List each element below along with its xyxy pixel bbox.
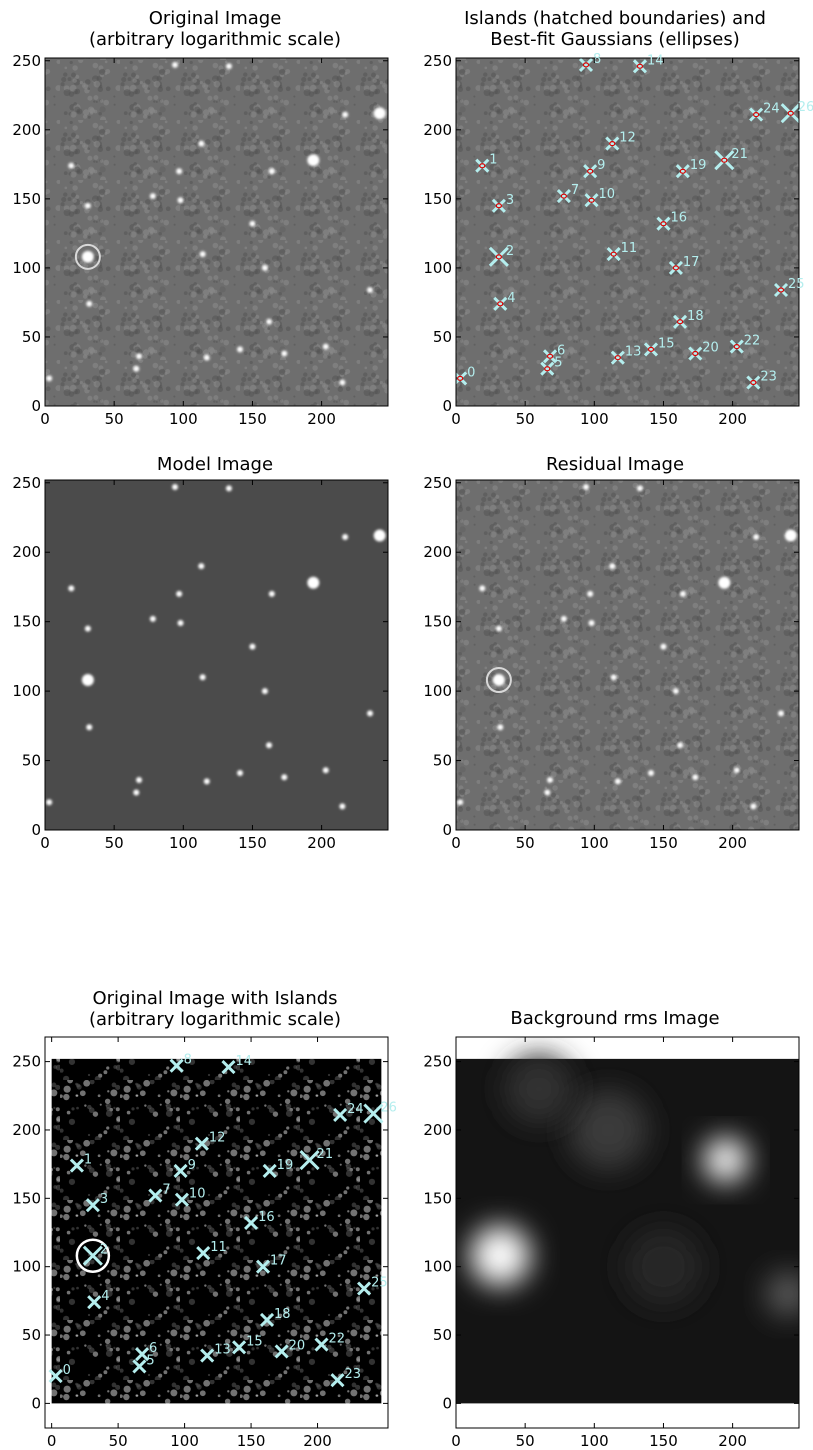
y-tick-label: 100 (12, 682, 41, 700)
chart-title: Model Image (156, 454, 274, 475)
y-tick-label: 250 (12, 52, 41, 70)
panel-islands-dark: Original Image with Islands (arbitrary l… (30, 986, 400, 1436)
y-tick-label: 150 (12, 613, 41, 631)
y-tick-label: 250 (12, 474, 41, 492)
y-tick-label: 150 (12, 190, 41, 208)
chart-subtitle: (arbitrary logarithmic scale) (88, 29, 342, 50)
panel-original: Original Image (arbitrary logarithmic sc… (40, 6, 390, 436)
chart-title: Residual Image (545, 454, 685, 475)
panel-residual: Residual Image (440, 452, 790, 882)
chart-subtitle: Best-fit Gaussians (ellipses) (490, 29, 740, 50)
panel-model: Model Image (40, 452, 390, 882)
y-tick-label: 200 (12, 121, 41, 139)
y-tick-label: 50 (22, 328, 41, 346)
chart-title: Original Image with Islands (92, 988, 338, 1009)
chart-title: Background rms Image (510, 1008, 720, 1029)
y-tick-label: 200 (12, 543, 41, 561)
panel-islands: Islands (hatched boundaries) and Best-fi… (440, 6, 810, 436)
y-tick-label: 100 (12, 259, 41, 277)
chart-subtitle: (arbitrary logarithmic scale) (88, 1009, 342, 1030)
chart-title: Islands (hatched boundaries) and (464, 8, 766, 29)
panel-rms: Background rms Image (440, 1008, 810, 1438)
chart-title: Original Image (148, 8, 282, 29)
y-tick-label: 50 (22, 752, 41, 770)
